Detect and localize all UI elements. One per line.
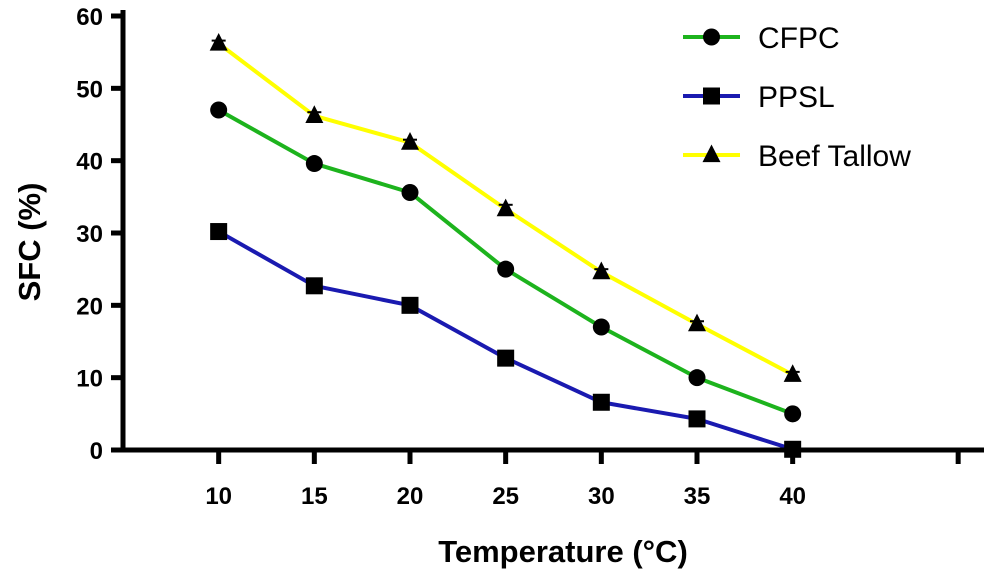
legend-marker bbox=[702, 144, 721, 163]
data-point bbox=[210, 223, 228, 241]
data-point bbox=[401, 183, 419, 201]
data-point bbox=[688, 313, 706, 332]
data-point bbox=[688, 369, 706, 387]
legend-item: CFPC bbox=[683, 22, 840, 55]
legend-label: Beef Tallow bbox=[758, 140, 911, 173]
legend: CFPC PPSL Beef Tallow bbox=[683, 22, 911, 173]
data-point bbox=[497, 260, 515, 278]
x-axis-title: Temperature (°C) bbox=[438, 534, 688, 569]
x-tick-label: 20 bbox=[397, 483, 424, 510]
x-tick-label: 10 bbox=[205, 483, 232, 510]
series-layer bbox=[209, 32, 802, 458]
data-point bbox=[401, 296, 419, 314]
data-point bbox=[784, 405, 802, 423]
legend-item: Beef Tallow bbox=[683, 140, 911, 173]
data-point bbox=[305, 105, 324, 123]
axes-layer: 0 10 20 30 40 50 60 10 15 20 25 30 35 40 bbox=[76, 4, 984, 510]
legend-label: PPSL bbox=[758, 81, 835, 114]
y-tick-label: 0 bbox=[90, 438, 103, 465]
x-tick-label: 25 bbox=[492, 483, 519, 510]
data-point bbox=[401, 132, 419, 150]
series-ppsl bbox=[210, 223, 802, 458]
y-axis-title: SFC (%) bbox=[12, 183, 47, 302]
data-point bbox=[783, 364, 802, 382]
y-tick-label: 50 bbox=[76, 76, 103, 103]
data-point bbox=[305, 155, 323, 173]
data-point bbox=[305, 277, 323, 295]
y-tick-label: 20 bbox=[76, 293, 103, 320]
series-beef-tallow bbox=[209, 32, 802, 382]
data-point bbox=[496, 198, 515, 217]
y-tick-label: 60 bbox=[76, 4, 103, 31]
data-point bbox=[210, 101, 228, 119]
data-point bbox=[592, 318, 610, 336]
data-point bbox=[497, 349, 515, 367]
x-tick-label: 40 bbox=[779, 483, 806, 510]
legend-marker bbox=[703, 28, 720, 46]
data-point bbox=[592, 261, 611, 280]
legend-marker bbox=[703, 87, 720, 105]
y-tick-label: 40 bbox=[76, 149, 103, 176]
data-point bbox=[592, 393, 610, 411]
y-tick-label: 10 bbox=[76, 366, 103, 393]
series-cfpc bbox=[210, 101, 802, 423]
data-point bbox=[209, 32, 228, 51]
legend-label: CFPC bbox=[758, 22, 840, 55]
x-tick-label: 30 bbox=[588, 483, 615, 510]
data-point bbox=[688, 410, 706, 428]
legend-item: PPSL bbox=[683, 81, 835, 114]
y-tick-label: 30 bbox=[76, 221, 103, 248]
x-tick-label: 15 bbox=[301, 483, 328, 510]
x-tick-label: 35 bbox=[684, 483, 711, 510]
